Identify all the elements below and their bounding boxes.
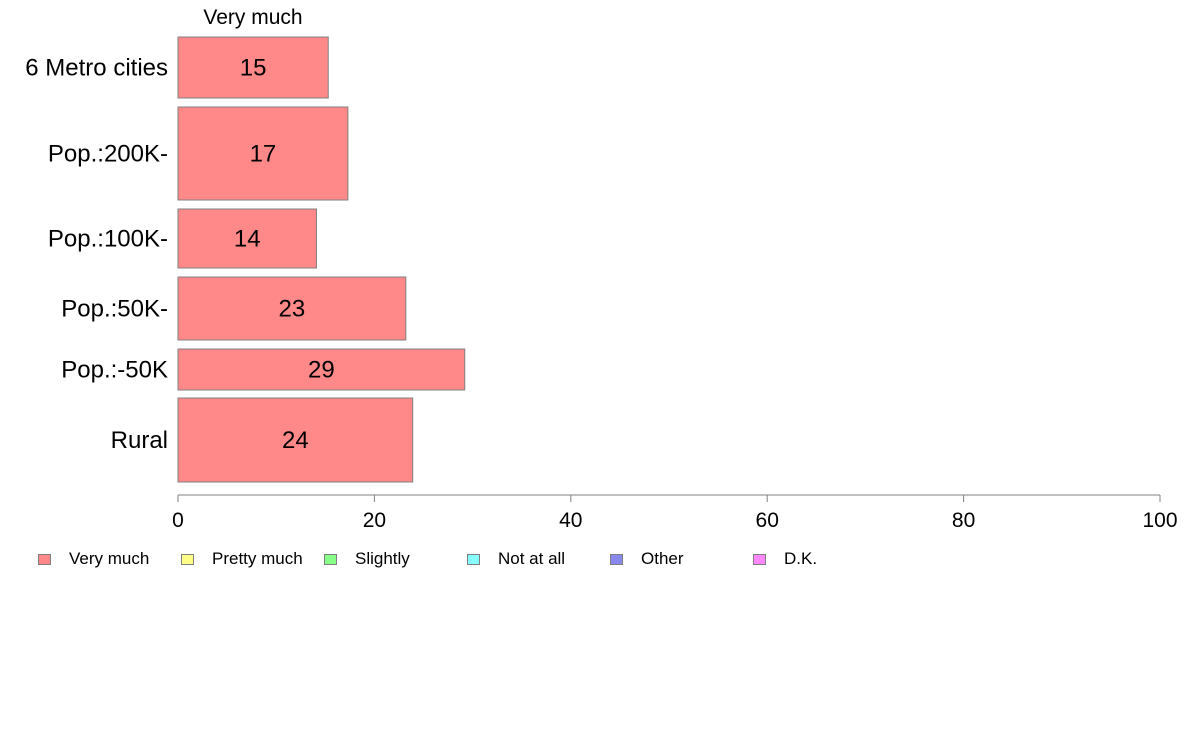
bar (177, 397, 414, 483)
legend-label: D.K. (784, 549, 818, 568)
legend-swatch (181, 553, 194, 565)
bar-value-label: 29 (308, 357, 335, 384)
category-labels: 6 Metro cities Pop.:200K- Pop.:100K- Pop.:5… (25, 55, 168, 455)
legend-item: D.K. (753, 548, 817, 570)
category-label: Pop.:-50K (61, 357, 168, 384)
legend-swatch (467, 553, 480, 565)
category-label: Pop.:200K- (48, 141, 168, 168)
bar (177, 36, 329, 99)
category-label: Pop.:50K- (61, 296, 168, 323)
legend: Very much Pretty much Slightly Not at all Ot… (38, 548, 858, 570)
category-label: Rural (111, 427, 168, 454)
x-tick-label: 100 (1142, 509, 1177, 532)
legend-label: Not at all (498, 549, 566, 568)
x-tick-label: 80 (952, 509, 975, 532)
bar (177, 106, 349, 201)
legend-label: Other (641, 549, 684, 568)
bar-value-label: 14 (234, 226, 261, 253)
bar (177, 276, 407, 341)
bar (177, 208, 317, 269)
x-tick-label: 40 (559, 509, 582, 532)
legend-item: Very much (38, 548, 149, 570)
legend-item: Slightly (324, 548, 410, 570)
category-label: 6 Metro cities (25, 55, 168, 82)
legend-swatch (753, 553, 766, 565)
bar-value-label: 23 (279, 296, 306, 323)
bar-value-label: 17 (250, 141, 277, 168)
bar (177, 348, 466, 391)
legend-item: Other (610, 548, 684, 570)
bar-value-label: 24 (282, 427, 309, 454)
category-label: Pop.:100K- (48, 226, 168, 253)
column-header: Very much (203, 6, 302, 29)
legend-item: Not at all (467, 548, 565, 570)
legend-item: Pretty much (181, 548, 303, 570)
legend-swatch (324, 553, 337, 565)
column-header-layer: Very much (203, 6, 302, 29)
x-tick-label: 60 (756, 509, 779, 532)
x-tick-label: 0 (172, 509, 184, 532)
bars-layer: 15 17 14 23 29 24 (177, 36, 466, 483)
legend-swatch (610, 553, 623, 565)
legend-label: Very much (69, 549, 150, 568)
bar-value-label: 15 (240, 55, 267, 82)
x-axis: 0 20 40 60 80 100 (172, 494, 1178, 532)
legend-label: Slightly (355, 549, 410, 568)
legend-swatch (38, 553, 51, 565)
x-tick-label: 20 (363, 509, 386, 532)
legend-label: Pretty much (212, 549, 303, 568)
